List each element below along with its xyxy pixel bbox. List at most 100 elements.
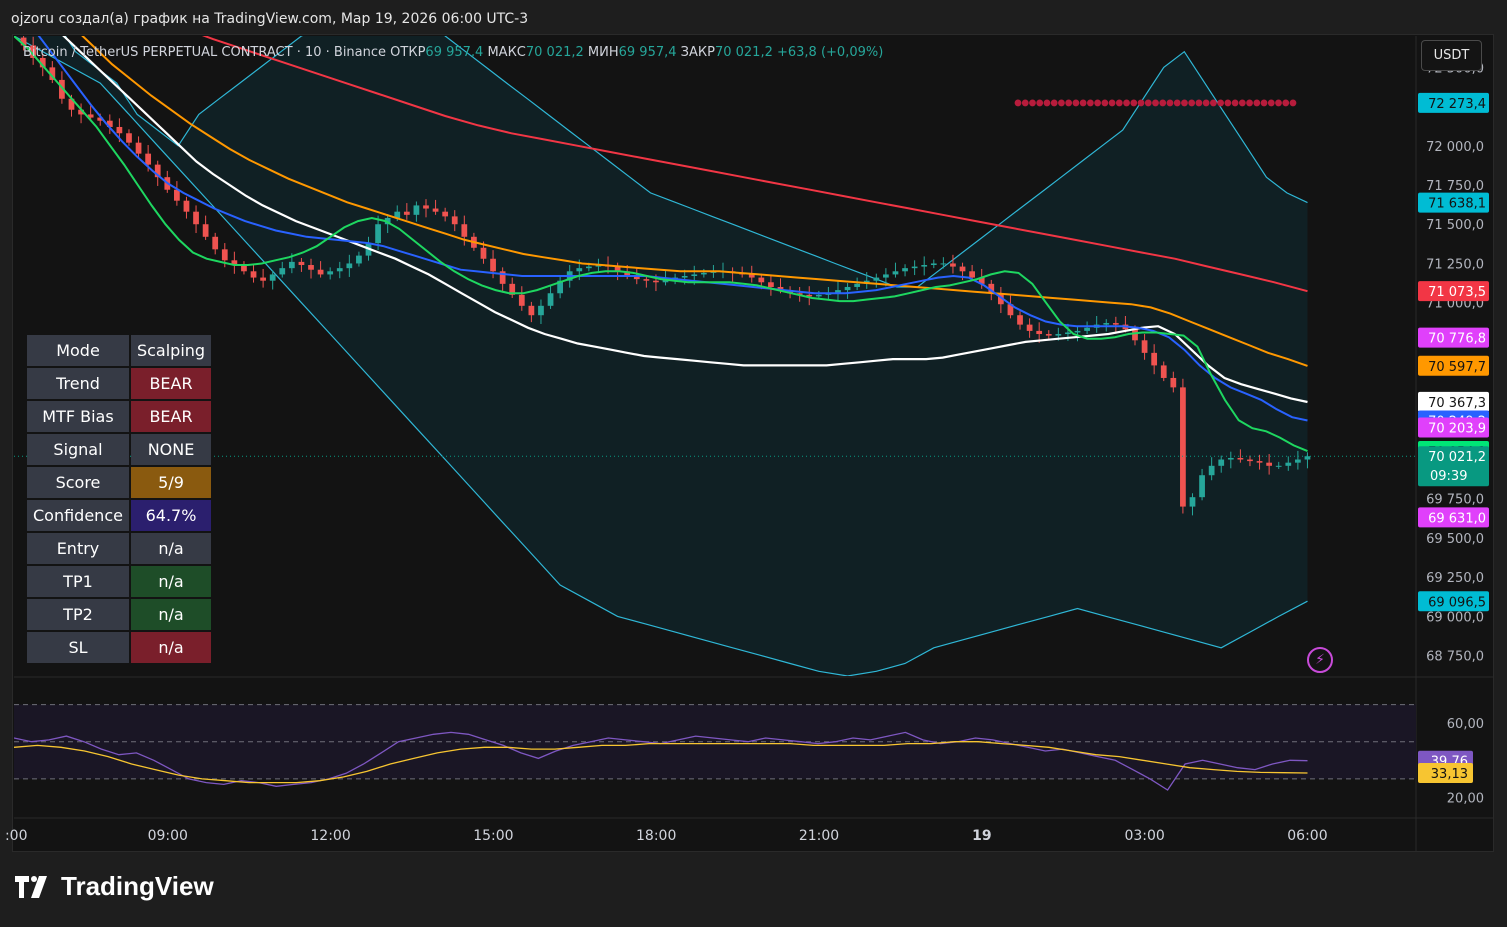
price-tag-label: 72 273,4 [1428,97,1486,112]
currency-button[interactable]: USDT [1421,40,1482,71]
rsi-ma-line [14,741,1308,784]
candle-body [442,211,449,217]
info-value: n/a [130,566,212,597]
brand-name: TradingView [61,871,214,901]
candle-body [1141,340,1148,353]
info-key: TP2 [27,599,129,630]
candle-body [883,274,889,278]
info-value: n/a [130,533,212,564]
candle-body [748,274,755,278]
resistance-dot [1108,99,1116,107]
candle-body [768,282,774,287]
candle-body [231,260,238,266]
band-upper-line [64,36,1308,288]
candle-body [1199,475,1205,498]
info-row: TP1 n/a [27,566,212,597]
resistance-dot [1137,99,1145,107]
x-tick-label: 21:00 [799,828,839,844]
lightning-icon[interactable]: ⚡ [1307,647,1333,673]
resistance-dot [1079,99,1087,107]
band-fill [14,36,1308,676]
resistance-dot [1202,99,1210,107]
candle-body [356,255,362,264]
y-tick-label: 71 500,0 [1426,218,1484,233]
rsi-pane [14,704,1416,791]
price-tag [1418,391,1489,412]
candle-body [1055,334,1062,336]
resistance-dot [1224,99,1232,107]
price-tag [1418,507,1489,528]
candle-body [595,265,602,267]
candle-body [1017,315,1023,325]
resistance-dot [1101,99,1109,107]
symbol-legend: Bitcoin / TetherUS PERPETUAL CONTRACT · … [23,45,883,60]
y-tick-label: 69 750,0 [1426,493,1484,508]
info-row: Entry n/a [27,533,212,564]
price-tag [1418,92,1489,113]
close-label: ЗАКР [680,45,715,60]
price-tag-label: 71 073,5 [1428,285,1486,300]
close-value: 70 021,2 [714,45,773,60]
candle-body [1180,387,1186,507]
resistance-dot [1217,99,1225,107]
resistance-dot [1260,99,1268,107]
candle-body [288,261,295,269]
price-tag-label: 70 776,8 [1428,332,1486,347]
info-row: TP2 n/a [27,599,212,630]
candle-body [528,305,535,316]
price-tag-label: 71 638,1 [1428,197,1486,212]
x-tick-label: 06:00 [1287,828,1327,844]
resistance-dot [1144,99,1152,107]
candle-body [940,263,947,265]
candle-body [1132,329,1138,341]
candle-body [1189,497,1196,507]
candle-body [796,293,803,295]
candle-body [308,265,314,270]
candle-body [1084,327,1090,331]
open-label: ОТКР [390,45,426,60]
candle-body [806,294,813,297]
candle-body [921,265,928,267]
rsi-tag-label: 33,13 [1431,767,1468,782]
candle-body [930,263,937,266]
low-value: 69 957,4 [618,45,677,60]
price-plot [14,36,1311,676]
resistance-dot [1021,99,1029,107]
resistance-dot [1282,99,1290,107]
ema_white-line [62,36,1308,404]
resistance-dot [1094,99,1102,107]
candle-body [1208,465,1215,476]
candle-body [30,45,37,58]
y-tick-label: 71 750,0 [1426,179,1484,194]
tradingview-logo[interactable]: TradingView [15,871,214,902]
ema_red-line [201,36,1308,293]
candle-body [892,271,899,275]
candle-body [39,57,46,68]
resistance-dot [1209,99,1217,107]
candle-body [518,294,525,306]
candle-body [835,290,841,294]
info-row: Trend BEAR [27,368,212,399]
candle-body [1218,459,1225,466]
symbol-name[interactable]: Bitcoin / TetherUS PERPETUAL CONTRACT · … [23,45,387,60]
candle-body [49,67,56,80]
candle-body [1036,330,1043,335]
high-value: 70 021,2 [525,45,584,60]
candle-body [1285,462,1292,466]
resistance-dot [1123,99,1130,107]
candle-body [1170,377,1177,388]
candle-body [1247,459,1253,462]
candle-body [154,164,161,178]
candle-body [509,283,516,295]
candle-body [394,211,401,218]
price-tag [1418,281,1489,302]
resistance-dot [1253,99,1261,107]
price-tag [1418,327,1489,348]
candle-body [557,280,564,294]
candle-body [375,224,381,244]
resistance-dot [1115,99,1123,107]
candle-body [959,266,966,272]
info-value: n/a [130,632,212,663]
candle-body [624,271,631,276]
